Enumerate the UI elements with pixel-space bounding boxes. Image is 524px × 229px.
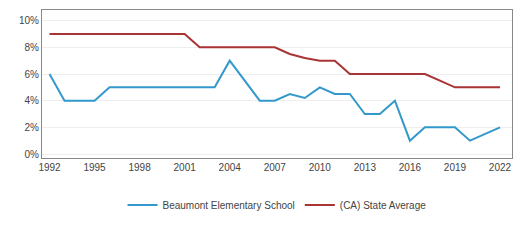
svg-text:2013: 2013	[354, 162, 377, 173]
svg-text:2001: 2001	[174, 162, 197, 173]
svg-text:2016: 2016	[399, 162, 422, 173]
svg-text:2004: 2004	[219, 162, 242, 173]
svg-text:2%: 2%	[25, 122, 40, 133]
svg-text:Beaumont Elementary School: Beaumont Elementary School	[163, 200, 295, 211]
svg-text:2019: 2019	[444, 162, 467, 173]
svg-text:10%: 10%	[19, 15, 39, 26]
svg-text:2022: 2022	[489, 162, 512, 173]
svg-text:8%: 8%	[25, 42, 40, 53]
svg-text:2010: 2010	[309, 162, 332, 173]
svg-text:0%: 0%	[25, 149, 40, 160]
svg-text:(CA) State Average: (CA) State Average	[340, 200, 426, 211]
svg-text:6%: 6%	[25, 69, 40, 80]
svg-text:2007: 2007	[264, 162, 287, 173]
svg-text:1992: 1992	[38, 162, 61, 173]
svg-text:1995: 1995	[83, 162, 106, 173]
svg-text:4%: 4%	[25, 95, 40, 106]
svg-text:1998: 1998	[128, 162, 151, 173]
